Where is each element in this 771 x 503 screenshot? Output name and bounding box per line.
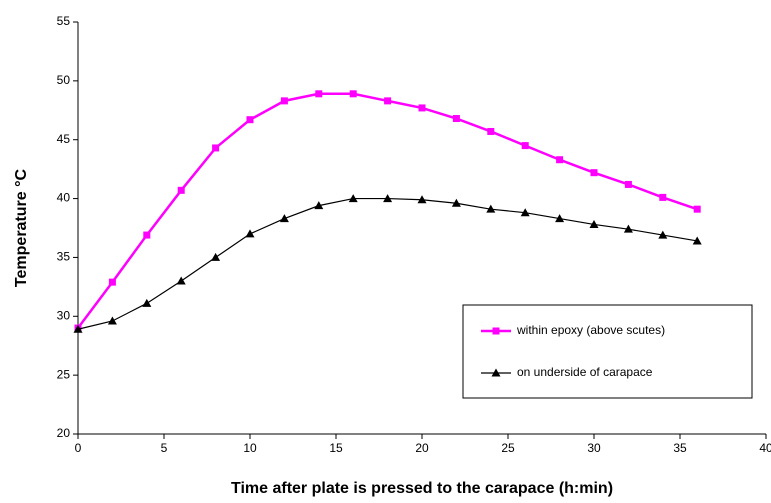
x-tick-label: 0 xyxy=(75,441,82,455)
x-tick-label: 5 xyxy=(161,441,168,455)
marker xyxy=(108,278,116,286)
marker xyxy=(384,97,392,105)
x-tick-label: 30 xyxy=(587,441,601,455)
marker xyxy=(556,156,564,164)
marker xyxy=(246,116,254,124)
marker xyxy=(520,208,530,217)
marker xyxy=(143,231,151,239)
marker xyxy=(107,316,117,325)
marker xyxy=(417,195,427,204)
marker xyxy=(315,90,323,98)
y-tick-label: 30 xyxy=(57,308,71,322)
y-tick-label: 45 xyxy=(57,132,71,146)
x-tick-label: 10 xyxy=(243,441,257,455)
marker xyxy=(492,327,500,335)
marker xyxy=(314,201,324,210)
marker xyxy=(73,324,83,333)
y-tick-label: 20 xyxy=(57,426,71,440)
marker xyxy=(383,194,393,203)
marker xyxy=(555,214,565,223)
marker xyxy=(491,368,501,377)
marker xyxy=(693,205,701,213)
marker xyxy=(624,180,632,188)
marker xyxy=(623,224,633,233)
marker xyxy=(211,252,221,261)
x-tick-label: 15 xyxy=(329,441,343,455)
marker xyxy=(487,127,495,135)
x-tick-label: 25 xyxy=(501,441,515,455)
marker xyxy=(521,142,529,150)
marker xyxy=(176,276,186,285)
marker xyxy=(418,104,426,112)
y-tick-label: 35 xyxy=(57,250,71,264)
y-tick-label: 25 xyxy=(57,367,71,381)
marker xyxy=(142,298,152,307)
x-tick-label: 35 xyxy=(673,441,687,455)
series-line xyxy=(76,92,698,329)
legend-label: on underside of carapace xyxy=(517,365,653,379)
marker xyxy=(659,193,667,201)
marker xyxy=(280,97,288,105)
marker xyxy=(177,186,185,194)
marker xyxy=(212,144,220,152)
marker xyxy=(451,198,461,207)
marker xyxy=(486,204,496,213)
legend-label: within epoxy (above scutes) xyxy=(516,323,665,337)
y-axis-label: Temperature °C xyxy=(13,168,30,287)
marker xyxy=(348,194,358,203)
y-tick-label: 55 xyxy=(57,14,71,28)
y-tick-label: 50 xyxy=(57,73,71,87)
marker xyxy=(245,229,255,238)
legend-box xyxy=(462,304,753,399)
x-axis-label: Time after plate is pressed to the carap… xyxy=(231,480,613,497)
y-tick-label: 40 xyxy=(57,191,71,205)
x-tick-label: 20 xyxy=(415,441,429,455)
marker xyxy=(279,214,289,223)
marker xyxy=(658,230,668,239)
x-tick-label: 40 xyxy=(759,441,771,455)
marker xyxy=(452,115,460,123)
marker xyxy=(590,169,598,177)
marker xyxy=(349,90,357,98)
marker xyxy=(692,236,702,245)
marker xyxy=(589,219,599,228)
